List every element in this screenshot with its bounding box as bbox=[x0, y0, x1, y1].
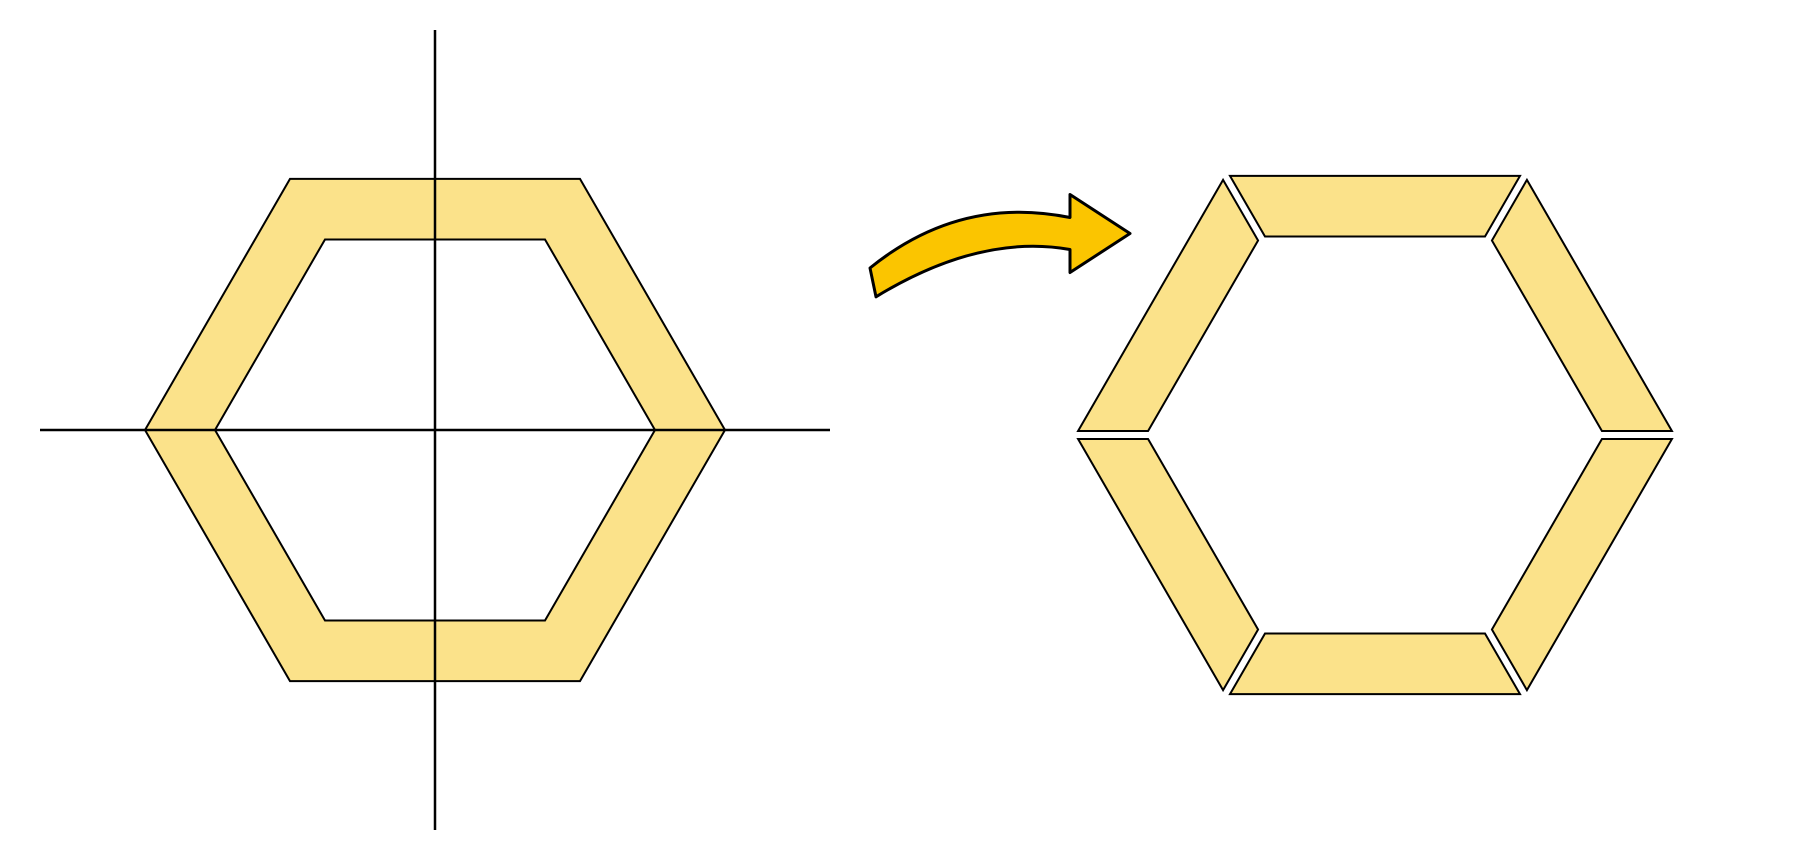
hex-segment-4 bbox=[1230, 176, 1520, 237]
diagram-canvas bbox=[0, 0, 1793, 847]
hex-segment-2 bbox=[1078, 439, 1258, 690]
hex-segment-0 bbox=[1492, 439, 1672, 690]
hex-segment-5 bbox=[1492, 180, 1672, 431]
transform-arrow bbox=[870, 195, 1130, 297]
hex-segment-1 bbox=[1230, 634, 1520, 695]
